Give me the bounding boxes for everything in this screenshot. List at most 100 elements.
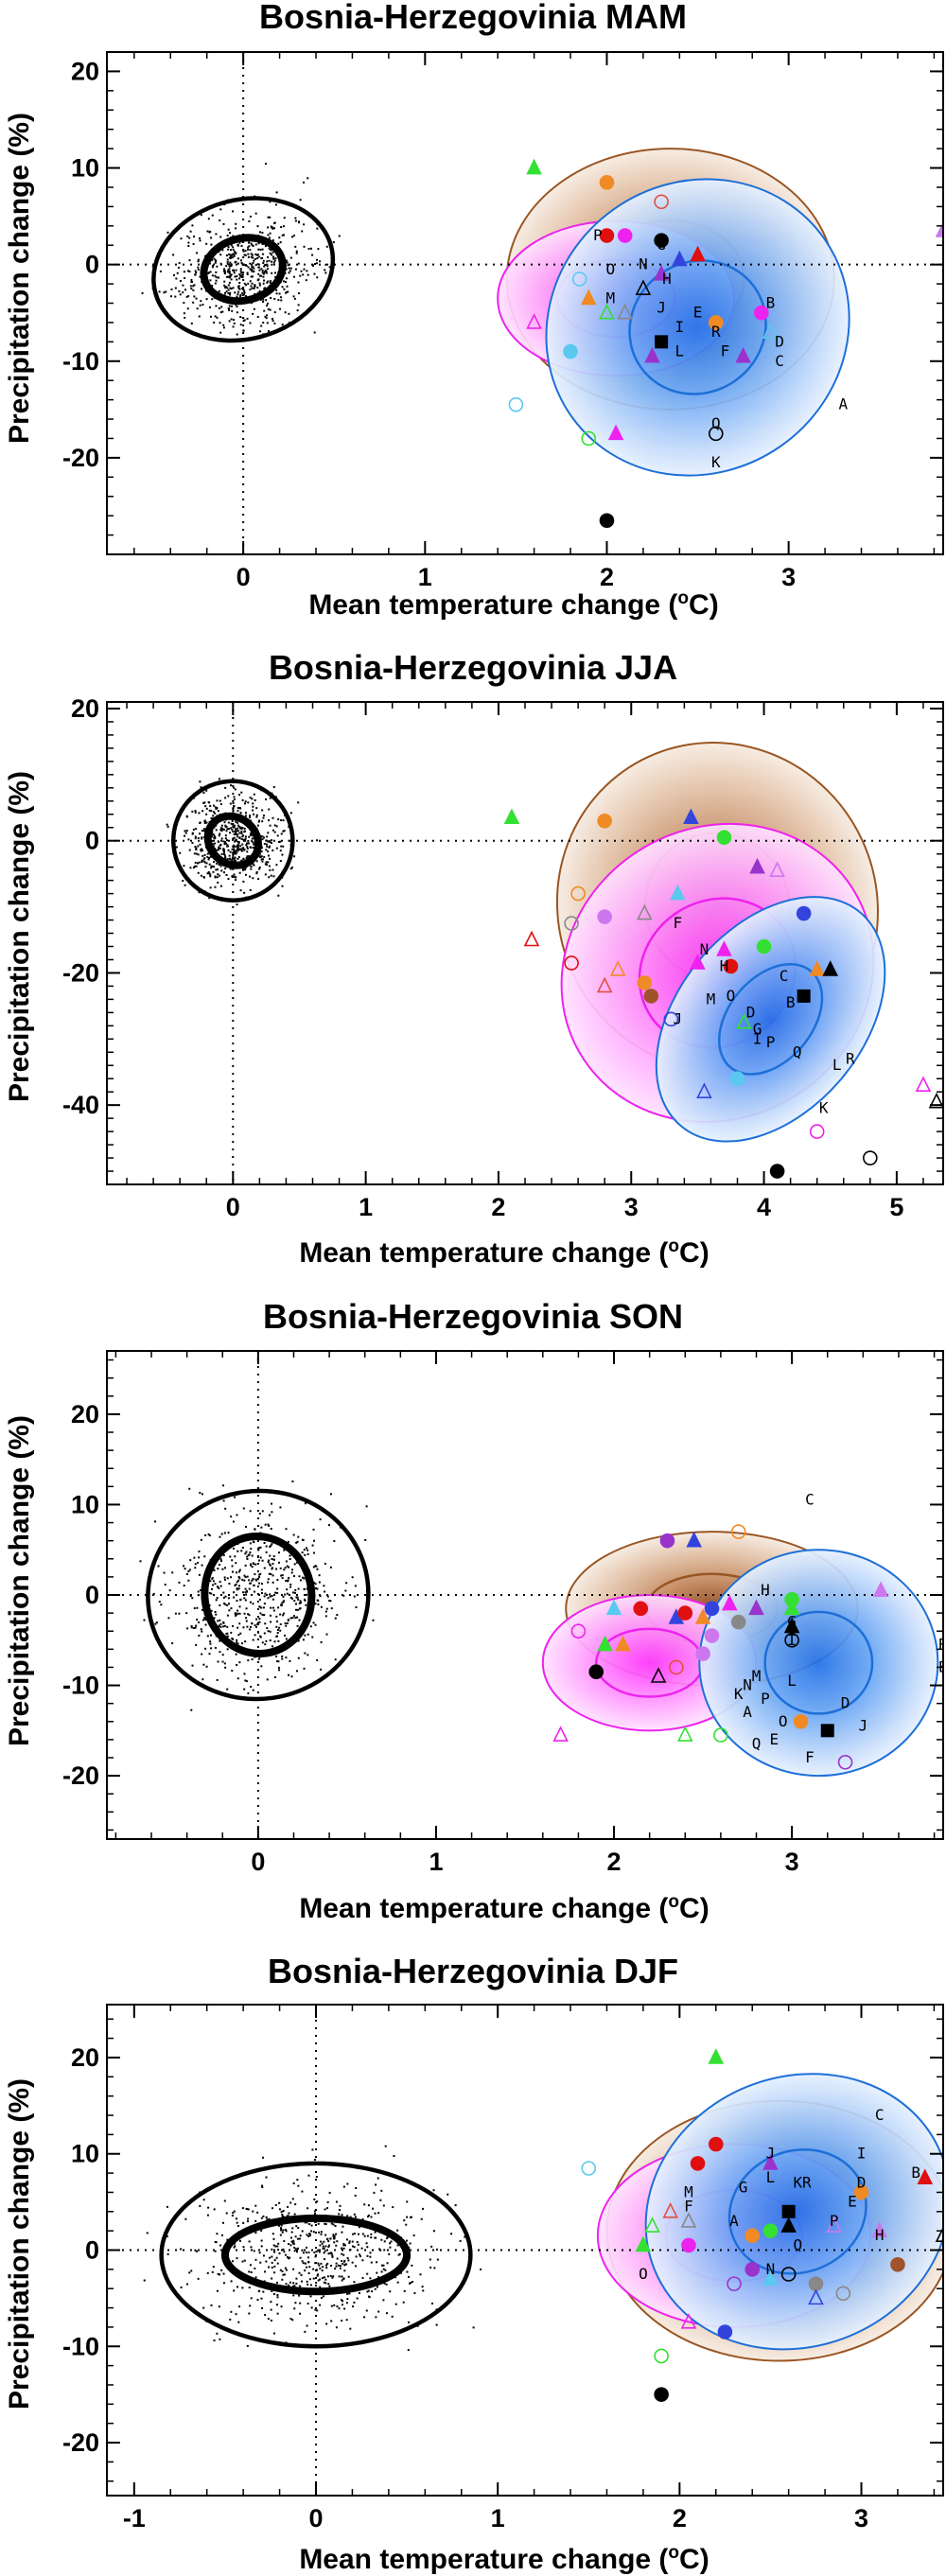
variability-dot: [201, 830, 204, 832]
variability-dot: [265, 2260, 268, 2263]
variability-dot: [324, 2208, 326, 2211]
model-letter-label: J: [766, 2145, 776, 2163]
variability-dot: [266, 1678, 269, 1681]
variability-dot: [221, 1568, 224, 1570]
variability-dot: [224, 291, 227, 294]
variability-dot: [163, 1571, 166, 1574]
variability-dot: [233, 859, 236, 862]
variability-dot: [358, 2226, 360, 2229]
variability-dot: [269, 237, 272, 239]
variability-dot: [271, 1557, 273, 1560]
variability-dot: [235, 839, 237, 842]
variability-dot: [228, 268, 231, 271]
variability-dot: [233, 272, 236, 274]
variability-dot: [282, 845, 285, 848]
variability-dot: [171, 1571, 174, 1574]
variability-dot: [355, 2265, 358, 2268]
variability-dot: [299, 1607, 302, 1610]
variability-dot: [272, 849, 274, 851]
variability-dot: [219, 1625, 222, 1628]
variability-dot: [222, 1596, 225, 1599]
variability-dot: [189, 230, 192, 233]
variability-dot: [219, 1619, 221, 1621]
x-tick-label: 5: [889, 1193, 903, 1221]
variability-dot: [240, 837, 243, 840]
variability-dot: [263, 309, 266, 312]
variability-dot: [225, 265, 228, 268]
variability-dot: [239, 324, 242, 326]
variability-dot: [266, 268, 269, 271]
variability-dot: [302, 2262, 305, 2265]
variability-dot: [277, 1666, 280, 1669]
variability-dot: [210, 237, 213, 239]
variability-dot: [224, 857, 227, 860]
variability-dot: [365, 2309, 368, 2312]
variability-dot: [389, 2242, 392, 2245]
variability-dot: [319, 2278, 322, 2281]
variability-dot: [263, 271, 266, 273]
variability-dot: [266, 835, 269, 838]
variability-dot: [277, 2249, 280, 2252]
variability-dot: [380, 2264, 383, 2267]
variability-dot: [366, 2290, 369, 2293]
variability-dot: [256, 2299, 259, 2302]
variability-dot: [270, 1573, 272, 1576]
variability-dot: [233, 848, 236, 850]
variability-dot: [216, 2332, 219, 2335]
variability-dot: [298, 2237, 301, 2240]
variability-dot: [281, 1655, 284, 1657]
model-marker-triangle: [935, 221, 943, 237]
variability-dot: [346, 2182, 349, 2185]
variability-dot: [203, 819, 206, 822]
variability-dot: [281, 1602, 284, 1604]
variability-dot: [247, 801, 250, 804]
model-letter-label: Q: [752, 1735, 762, 1753]
variability-dot: [357, 2233, 359, 2235]
variability-dot: [294, 217, 297, 219]
variability-dot: [170, 288, 173, 290]
variability-dot: [250, 285, 253, 288]
variability-dot: [236, 295, 238, 298]
variability-dot: [196, 1606, 199, 1609]
variability-dot: [211, 214, 214, 217]
variability-dot: [406, 2270, 409, 2273]
variability-dot: [219, 2244, 221, 2247]
variability-dot: [250, 866, 253, 868]
variability-dot: [419, 2273, 422, 2276]
variability-dot: [260, 2239, 263, 2242]
variability-dot: [352, 2305, 355, 2308]
variability-inner-ellipse: [220, 2214, 412, 2296]
model-letter-label: G: [657, 236, 666, 254]
variability-dot: [184, 832, 187, 834]
variability-dot: [330, 2264, 333, 2267]
variability-dot: [235, 1614, 237, 1617]
variability-dot: [183, 1565, 185, 1568]
variability-dot: [272, 2244, 275, 2247]
variability-dot: [262, 298, 265, 301]
variability-dot: [389, 2246, 392, 2249]
variability-dot: [246, 272, 249, 275]
variability-dot: [242, 834, 245, 837]
variability-dot: [277, 242, 280, 245]
variability-dot: [208, 1534, 211, 1537]
variability-dot: [194, 273, 197, 276]
variability-dot: [300, 2280, 303, 2283]
variability-dot: [228, 256, 231, 259]
variability-dot: [291, 2198, 294, 2200]
variability-dot: [192, 289, 195, 291]
variability-dot: [216, 1678, 219, 1681]
variability-dot: [334, 1658, 337, 1661]
variability-dot: [254, 1563, 257, 1566]
variability-dot: [309, 2284, 312, 2287]
variability-dot: [222, 1484, 225, 1487]
x-tick-label: 2: [673, 2504, 687, 2532]
y-tick-label: -20: [62, 1761, 99, 1790]
variability-dot: [236, 1587, 238, 1590]
model-marker-triangle: [617, 303, 633, 320]
model-letter-label: B: [911, 2164, 920, 2182]
variability-dot: [324, 1610, 327, 1613]
variability-dot: [255, 860, 258, 863]
variability-dot: [252, 256, 254, 259]
variability-dot: [197, 1594, 200, 1597]
